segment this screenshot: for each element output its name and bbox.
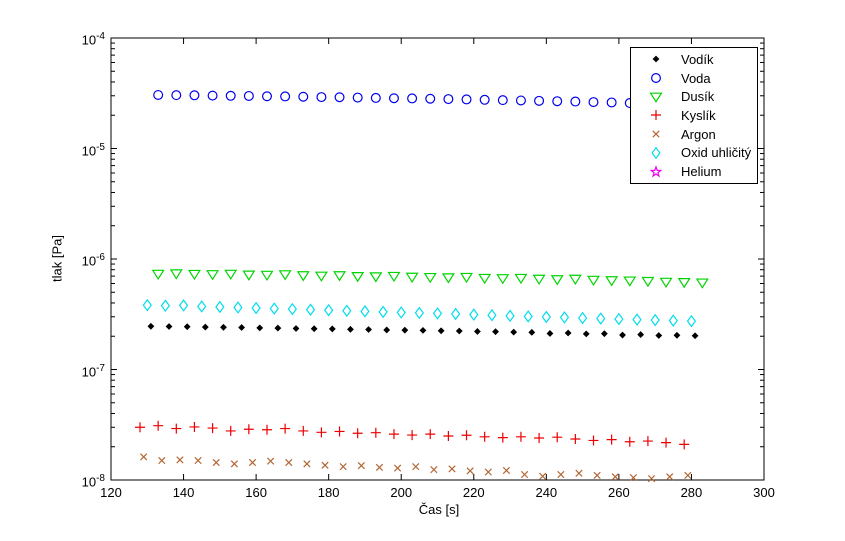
legend-marker-glyph [649,164,663,178]
oxid-series-points [142,298,697,328]
legend-row-vodik: Vodík [631,50,757,68]
legend-label-kyslik: Kyslík [681,107,716,123]
dusik-series-points [151,269,709,289]
legend-label-dusik: Dusík [681,89,715,105]
legend-label-voda: Voda [681,70,711,86]
legend-marker-glyph [649,92,663,103]
legend-label-argon: Argon [681,126,716,142]
tick-group [110,37,765,481]
legend-box: Vodík Voda Dusík Kyslík Argon Oxid uhlič… [630,47,758,184]
argon-series-points [140,453,692,483]
dusik-triangle-marker-icon [641,89,671,105]
vodik-series-points [147,322,699,340]
legend-marker-glyph [652,55,660,63]
legend-marker-glyph [652,130,660,138]
legend-label-oxid: Oxid uhličitý [681,145,752,161]
argon-x-marker-icon [641,126,671,142]
kyslik-series-points [135,420,690,450]
legend-row-oxid: Oxid uhličitý [631,144,757,162]
legend-label-helium: Helium [681,164,722,180]
legend-row-voda: Voda [631,69,757,87]
voda-series-points [153,89,708,112]
helium-pentagram-marker-icon [641,164,671,180]
legend-row-argon: Argon [631,125,757,143]
legend-marker-glyph [651,146,661,160]
legend-marker-glyph [651,110,661,121]
x-axis-label: Čas [s] [418,502,460,517]
kyslik-plus-marker-icon [641,107,671,123]
legend-row-kyslik: Kyslík [631,106,757,124]
y-axis-label: tlak [Pa] [49,235,65,282]
legend-row-dusik: Dusík [631,88,757,106]
legend-row-helium: Helium [631,163,757,181]
legend-label-vodik: Vodík [681,51,714,67]
voda-circle-marker-icon [641,70,671,86]
oxid-diamond-marker-icon [641,145,671,161]
vodik-dot-marker-icon [641,51,671,67]
legend-marker-glyph [651,73,662,84]
